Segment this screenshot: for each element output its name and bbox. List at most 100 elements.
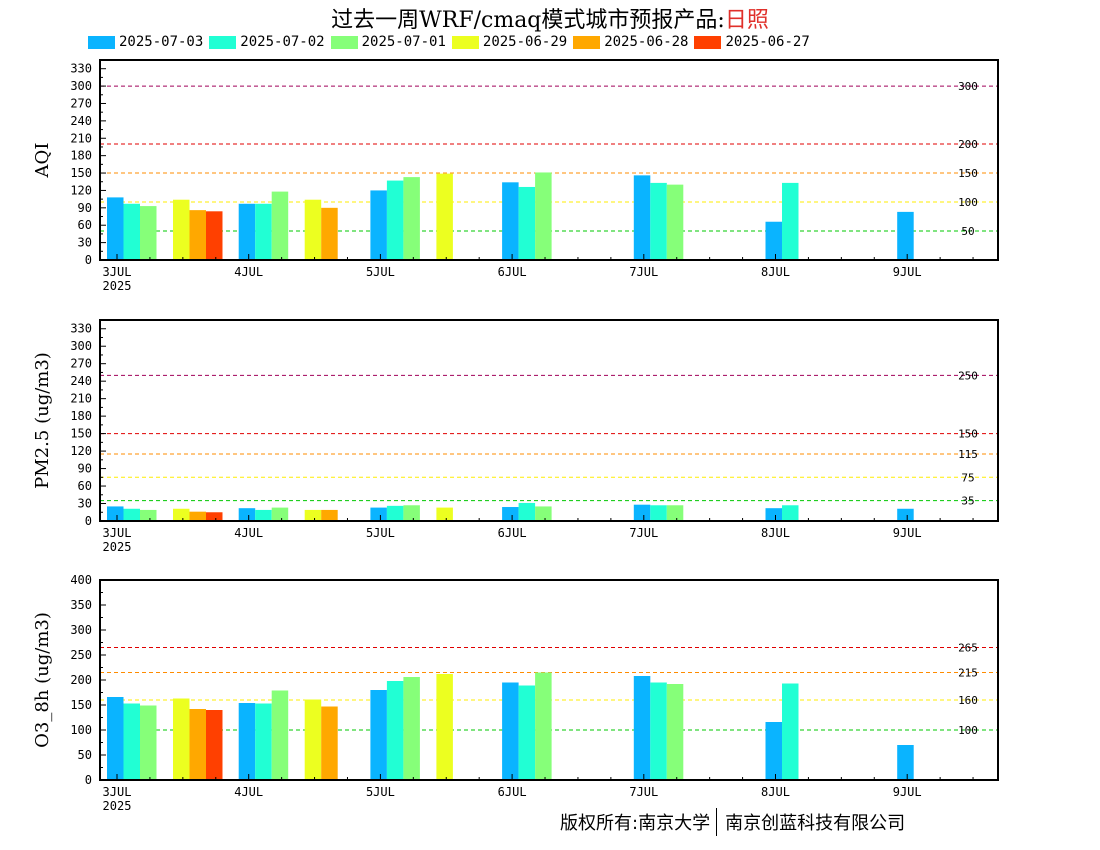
y-tick-label: 0 [85, 514, 92, 528]
bar [206, 710, 223, 780]
bar [321, 706, 338, 780]
x-tick-label: 3JUL [103, 785, 132, 799]
threshold-label: 200 [958, 138, 978, 151]
bar [897, 508, 914, 521]
bar [173, 199, 190, 260]
bar [173, 698, 190, 780]
bar [765, 508, 782, 521]
legend-swatch [88, 35, 115, 49]
bar [321, 509, 338, 521]
bar [255, 703, 272, 780]
legend-item: 2025-07-01 [330, 34, 446, 50]
threshold-label: 265 [958, 642, 978, 655]
bar [206, 211, 223, 260]
copyright-separator [716, 808, 718, 836]
x-tick-label: 3JUL [103, 526, 132, 540]
x-tick-label: 5JUL [366, 265, 395, 279]
x-tick-label: 7JUL [629, 526, 658, 540]
y-tick-label: 270 [70, 357, 92, 371]
threshold-label: 100 [958, 196, 978, 209]
legend-item: 2025-07-03 [88, 34, 203, 50]
x-year-label: 2025 [103, 799, 132, 813]
legend-item: 2025-06-27 [694, 34, 810, 50]
legend-label: 2025-07-03 [119, 34, 204, 50]
x-tick-label: 8JUL [761, 526, 790, 540]
threshold-label: 115 [958, 448, 978, 461]
plot-frame [99, 319, 999, 522]
x-tick-label: 7JUL [629, 265, 658, 279]
bar [123, 703, 140, 780]
legend-label: 2025-07-01 [361, 34, 446, 50]
bar [238, 703, 256, 780]
y-tick-label: 300 [70, 339, 92, 353]
threshold-label: 215 [958, 667, 978, 680]
bar [321, 207, 338, 260]
bar [535, 172, 552, 260]
y-tick-label: 0 [85, 253, 92, 267]
x-tick-label: 6JUL [498, 265, 527, 279]
copyright: 版权所有:南京大学 南京创蓝科技有限公司 [560, 808, 905, 836]
bar [633, 676, 651, 780]
bar [238, 203, 256, 260]
legend-swatch [451, 35, 479, 49]
bar [403, 177, 420, 260]
x-year-label: 2025 [103, 279, 132, 293]
bar [206, 512, 223, 521]
bar [897, 745, 914, 780]
legend-item: 2025-06-28 [573, 34, 688, 50]
bar [518, 186, 536, 260]
bar [666, 184, 684, 260]
y-tick-label: 150 [70, 427, 92, 441]
plot-frame [99, 59, 999, 261]
threshold-label: 100 [958, 724, 978, 737]
x-tick-label: 4JUL [234, 785, 263, 799]
title-prefix: 过去一周WRF/cmaq模式城市预报产品: [331, 8, 725, 33]
legend-label: 2025-07-02 [240, 34, 325, 50]
threshold-label: 250 [958, 369, 978, 382]
y-tick-label: 240 [70, 114, 92, 128]
y-tick-label: 90 [78, 462, 92, 476]
bar [304, 509, 322, 521]
bar [189, 709, 206, 780]
threshold-label: 50 [961, 225, 974, 238]
title-city: 日照 [724, 8, 769, 33]
legend-swatch [694, 35, 722, 49]
threshold-label: 75 [961, 471, 974, 484]
bar [436, 507, 453, 521]
bar [502, 182, 519, 260]
bar [765, 722, 782, 780]
bar [386, 505, 404, 521]
bar [765, 221, 782, 260]
legend-item: 2025-06-29 [451, 34, 567, 50]
bar [304, 199, 322, 260]
x-tick-label: 5JUL [366, 526, 395, 540]
bar [666, 505, 684, 521]
x-tick-label: 8JUL [761, 265, 790, 279]
bar [189, 511, 206, 521]
bar [666, 684, 684, 780]
y-axis-label: PM2.5 (ug/m3) [32, 352, 53, 489]
bar [370, 507, 387, 521]
threshold-label: 150 [958, 428, 978, 441]
bar [436, 173, 453, 260]
y-tick-label: 300 [70, 623, 92, 637]
bar [107, 697, 124, 780]
legend: 2025-07-03 2025-07-02 2025-07-01 2025-06… [88, 34, 816, 50]
bar [271, 191, 289, 260]
y-tick-label: 250 [70, 648, 92, 662]
bar [633, 504, 651, 521]
copyright-partner: 南京创蓝科技有限公司 [725, 813, 906, 834]
x-year-label: 2025 [103, 540, 132, 554]
bar [255, 203, 272, 260]
y-tick-label: 0 [85, 773, 92, 787]
y-tick-label: 180 [70, 409, 92, 423]
legend-label: 2025-06-27 [725, 34, 810, 50]
bar [403, 505, 420, 521]
bar [650, 682, 667, 780]
x-tick-label: 7JUL [629, 785, 658, 799]
y-tick-label: 210 [70, 392, 92, 406]
bar [107, 197, 124, 260]
x-tick-label: 3JUL [103, 265, 132, 279]
bar [782, 505, 799, 521]
